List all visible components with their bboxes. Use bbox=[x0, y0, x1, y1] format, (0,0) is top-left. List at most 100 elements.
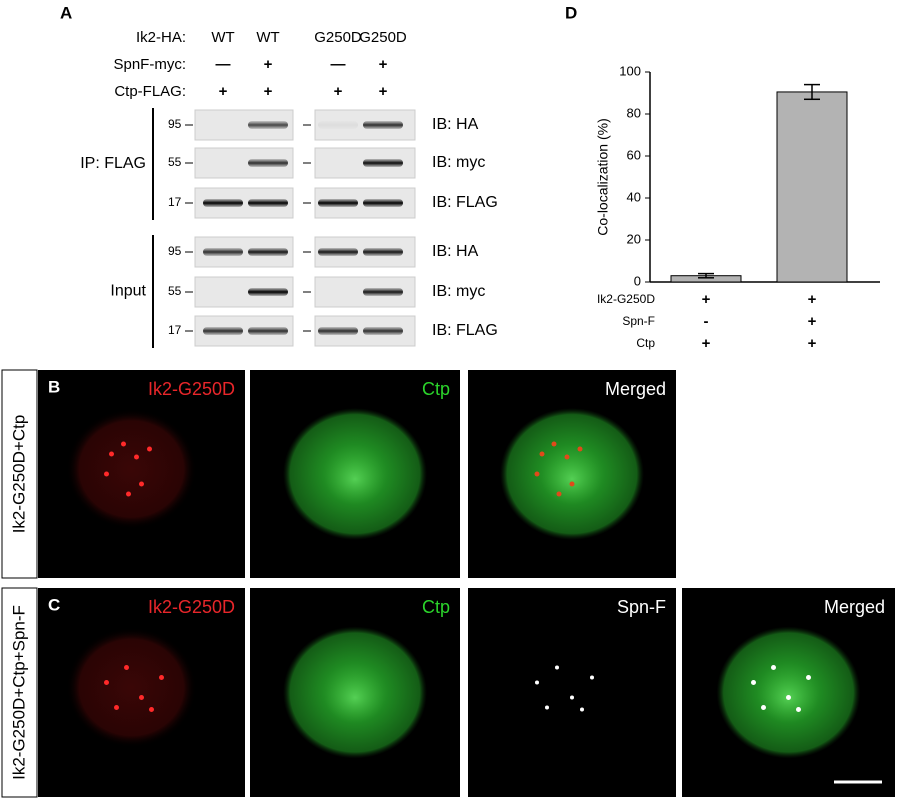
lane-label: + bbox=[379, 56, 388, 73]
antibody-label: IB: HA bbox=[432, 116, 479, 133]
condition-label: SpnF-myc: bbox=[113, 56, 186, 73]
nucleus bbox=[325, 453, 385, 505]
punctum bbox=[569, 481, 575, 487]
channel-label: Spn-F bbox=[617, 597, 666, 617]
channel-label: Merged bbox=[824, 597, 885, 617]
blot-band bbox=[363, 288, 403, 296]
punctum bbox=[139, 481, 144, 487]
punctum bbox=[109, 451, 114, 457]
punctum bbox=[534, 471, 540, 477]
panel-letter: D bbox=[565, 3, 577, 22]
side-label-box bbox=[1, 369, 38, 579]
punctum bbox=[104, 680, 109, 685]
lane-label: — bbox=[331, 56, 346, 73]
lane-label: + bbox=[219, 83, 228, 100]
blot-band bbox=[318, 121, 358, 129]
punctum bbox=[124, 665, 129, 670]
bar bbox=[776, 91, 848, 283]
blot-band bbox=[203, 327, 243, 335]
group-label: Input bbox=[110, 283, 146, 300]
error-bar bbox=[698, 272, 714, 279]
condition-label: Ctp-FLAG: bbox=[114, 83, 186, 100]
antibody-label: IB: myc bbox=[432, 283, 485, 300]
lane-label: G250D bbox=[359, 29, 407, 46]
punctum bbox=[126, 491, 131, 497]
punctum bbox=[786, 695, 791, 700]
blot-band bbox=[248, 248, 288, 256]
nucleus bbox=[325, 671, 385, 724]
mw-marker: 95 bbox=[168, 117, 182, 131]
punctum bbox=[535, 680, 539, 685]
lane-label: + bbox=[334, 83, 343, 100]
error-bar bbox=[804, 83, 820, 101]
condition-label: Spn-F bbox=[622, 314, 655, 328]
punctum bbox=[159, 675, 164, 680]
panel-letter: A bbox=[60, 3, 72, 22]
condition-label: Ik2-G250D bbox=[597, 292, 655, 306]
punctum bbox=[134, 454, 139, 460]
blot-band bbox=[363, 327, 403, 335]
punctum bbox=[121, 441, 126, 447]
blot-band bbox=[248, 121, 288, 129]
lane-label: + bbox=[379, 83, 388, 100]
panel-letter: C bbox=[48, 595, 60, 614]
condition-sign: + bbox=[702, 335, 711, 352]
y-tick-label: 80 bbox=[627, 105, 641, 120]
antibody-label: IB: FLAG bbox=[432, 322, 498, 339]
blot-band bbox=[248, 199, 288, 207]
punctum bbox=[564, 454, 570, 460]
micrograph bbox=[468, 588, 676, 797]
punctum bbox=[114, 705, 119, 710]
mw-marker: 55 bbox=[168, 284, 182, 298]
blot-band bbox=[318, 248, 358, 256]
punctum bbox=[149, 707, 154, 712]
punctum bbox=[555, 665, 559, 670]
blot-band bbox=[363, 199, 403, 207]
side-label-box bbox=[1, 587, 38, 798]
blot-band bbox=[248, 159, 288, 167]
punctum bbox=[580, 707, 584, 712]
condition-sign: + bbox=[808, 313, 817, 330]
blot-band bbox=[318, 199, 358, 207]
mw-marker: 95 bbox=[168, 244, 182, 258]
cell bbox=[66, 627, 197, 748]
channel-label: Ctp bbox=[422, 597, 450, 617]
lane-label: WT bbox=[211, 29, 234, 46]
punctum bbox=[147, 446, 152, 452]
side-label: Ik2-G250D+Ctp bbox=[9, 415, 28, 534]
condition-label: Ik2-HA: bbox=[136, 29, 186, 46]
panel-letter: B bbox=[48, 377, 60, 396]
condition-label: Ctp bbox=[636, 336, 655, 350]
y-tick-label: 0 bbox=[634, 273, 641, 288]
punctum bbox=[577, 446, 583, 452]
lane-label: + bbox=[264, 56, 273, 73]
y-tick-label: 60 bbox=[627, 147, 641, 162]
punctum bbox=[104, 471, 109, 477]
blot-band bbox=[363, 248, 403, 256]
punctum bbox=[761, 705, 766, 710]
blot-band bbox=[203, 199, 243, 207]
group-label: IP: FLAG bbox=[80, 155, 146, 172]
channel-label: Ik2-G250D bbox=[148, 597, 235, 617]
y-tick-label: 20 bbox=[627, 231, 641, 246]
blot-band bbox=[248, 288, 288, 296]
blot-band bbox=[318, 327, 358, 335]
mw-marker: 17 bbox=[168, 195, 182, 209]
antibody-label: IB: HA bbox=[432, 243, 479, 260]
condition-sign: - bbox=[704, 313, 709, 330]
antibody-label: IB: FLAG bbox=[432, 194, 498, 211]
punctum bbox=[539, 451, 545, 457]
punctum bbox=[771, 665, 776, 670]
lane-label: G250D bbox=[314, 29, 362, 46]
punctum bbox=[551, 441, 557, 447]
antibody-label: IB: myc bbox=[432, 154, 485, 171]
punctum bbox=[139, 695, 144, 700]
condition-sign: + bbox=[808, 335, 817, 352]
mw-marker: 17 bbox=[168, 323, 182, 337]
cell bbox=[66, 409, 197, 529]
blot-band bbox=[248, 327, 288, 335]
blot-band bbox=[363, 121, 403, 129]
punctum bbox=[590, 675, 594, 680]
y-tick-label: 100 bbox=[619, 63, 641, 78]
